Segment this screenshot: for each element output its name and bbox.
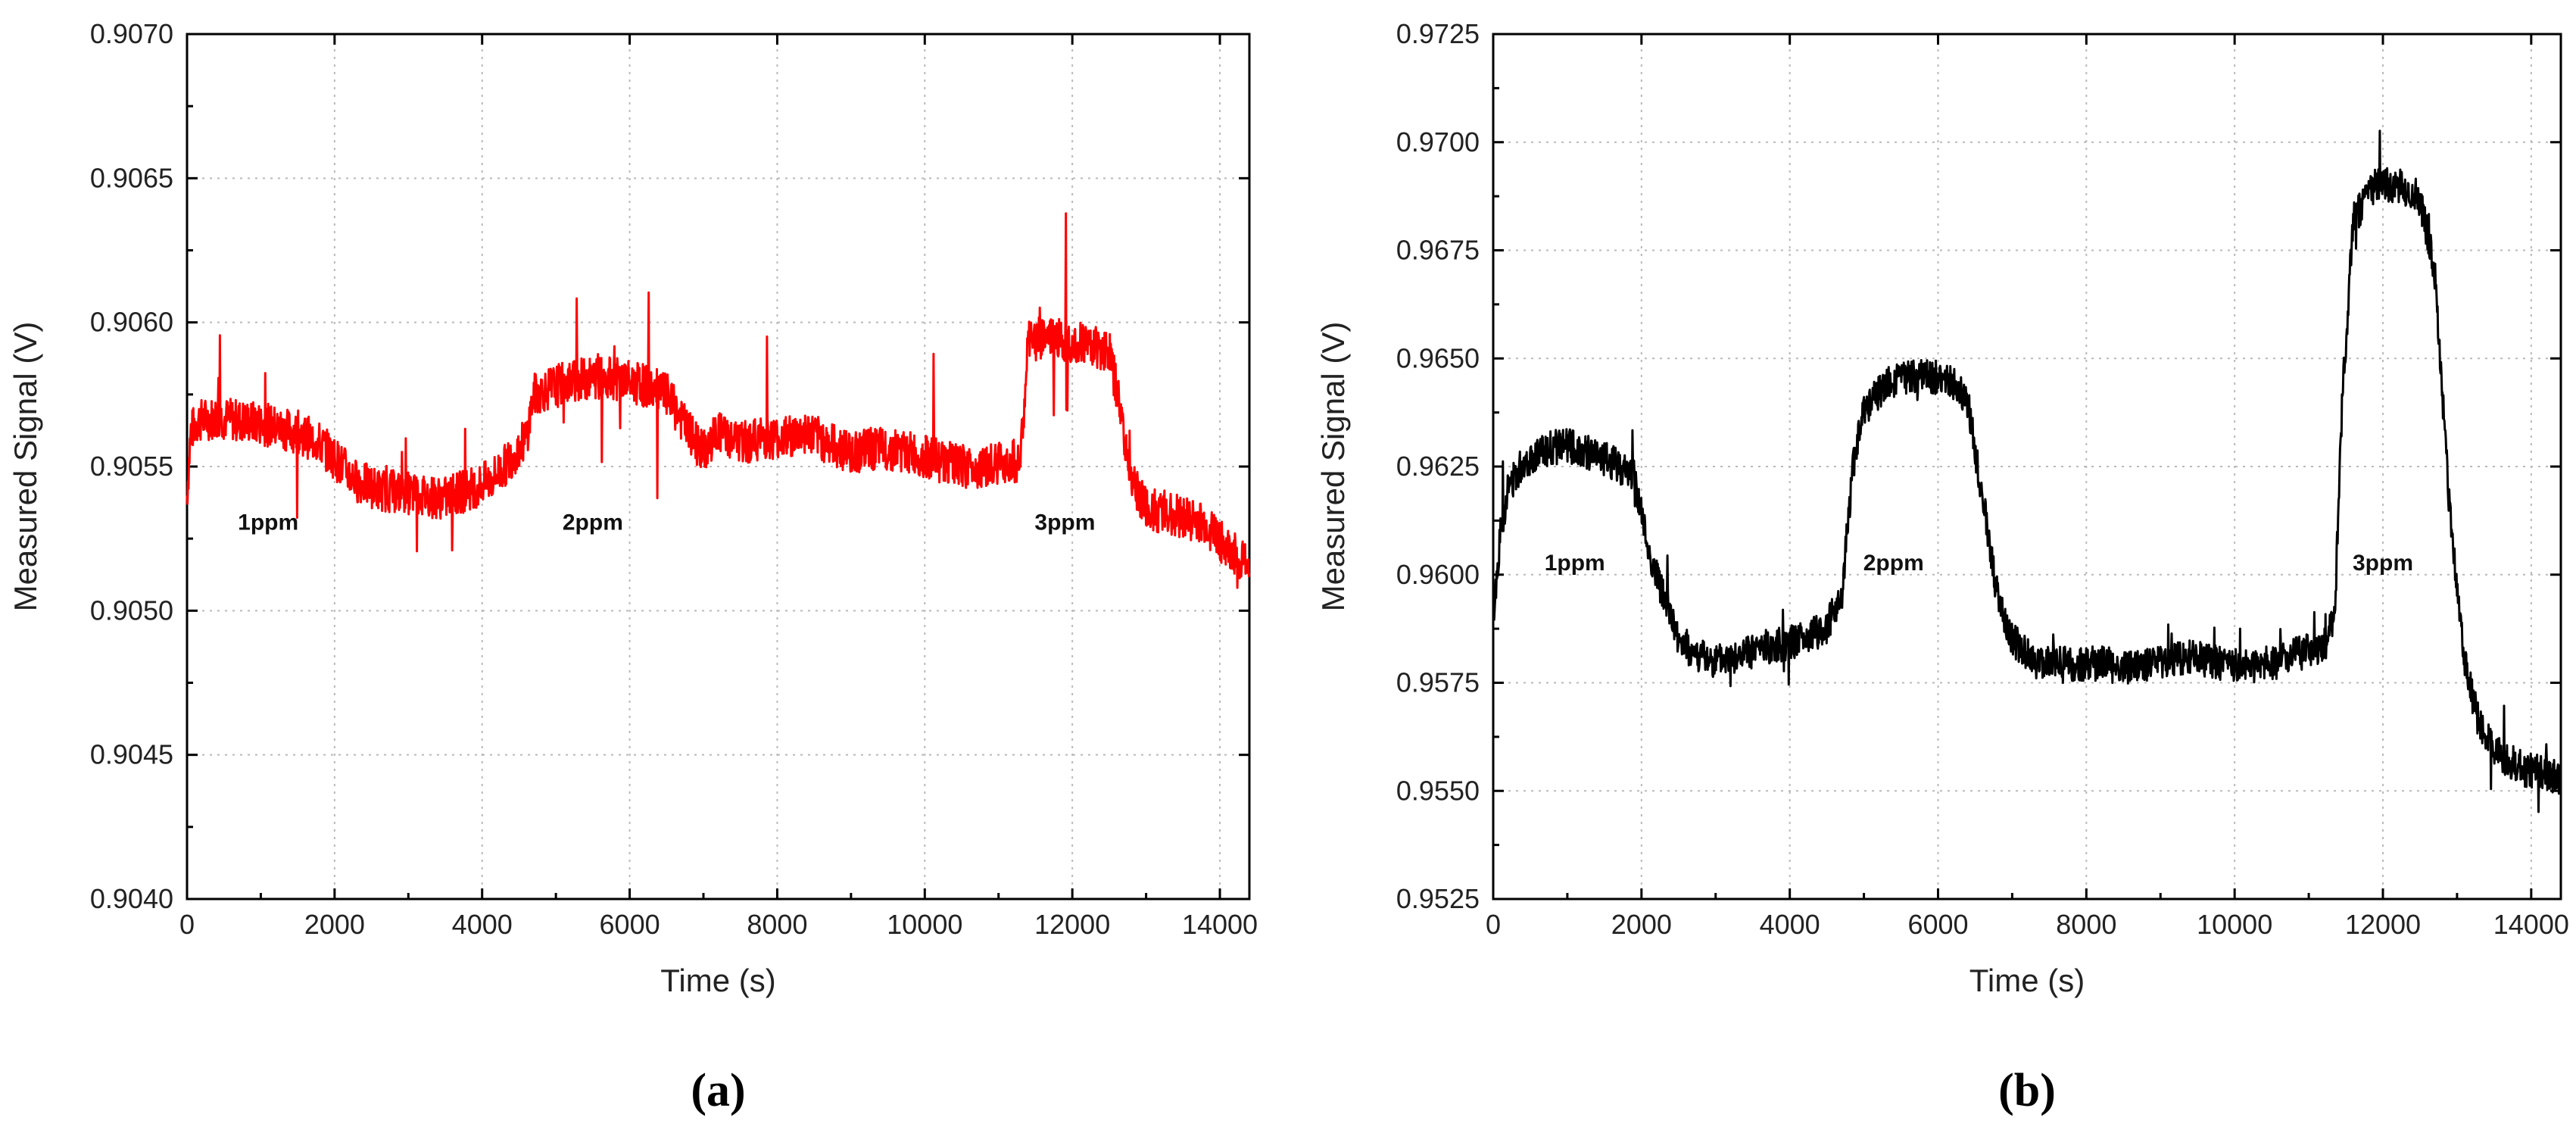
chart-a: 0 2000 4000 6000 8000 10000 12000 14000 0.9040 0.… bbox=[8, 18, 1258, 1116]
panel-label: (a) bbox=[691, 1065, 745, 1116]
x-tick-label: 10000 bbox=[2197, 909, 2272, 940]
chart-b: 0 2000 4000 6000 8000 10000 12000 14000 0.9525 0.… bbox=[1315, 18, 2569, 1116]
y-tick-label: 0.9065 bbox=[90, 162, 173, 193]
x-tick-label: 0 bbox=[1486, 909, 1501, 940]
x-tick-label: 4000 bbox=[1760, 909, 1820, 940]
x-tick-label: 6000 bbox=[1907, 909, 1968, 940]
y-tick-label: 0.9045 bbox=[90, 739, 173, 770]
grid-lines bbox=[1493, 34, 2561, 899]
x-tick-label: 10000 bbox=[887, 909, 962, 940]
concentration-annotation: 2ppm bbox=[563, 510, 623, 535]
y-tick-label: 0.9675 bbox=[1396, 235, 1480, 266]
y-tick-label: 0.9600 bbox=[1396, 559, 1480, 590]
x-tick-label: 14000 bbox=[1182, 909, 1258, 940]
x-tick-label: 8000 bbox=[747, 909, 807, 940]
x-tick-label: 4000 bbox=[452, 909, 513, 940]
series-line bbox=[1492, 130, 2562, 813]
x-axis-title: Time (s) bbox=[1969, 963, 2085, 998]
y-tick-label: 0.9575 bbox=[1396, 667, 1480, 698]
y-axis-title: Measured Signal (V) bbox=[1315, 322, 1351, 612]
concentration-annotation: 3ppm bbox=[2353, 551, 2413, 576]
series-line bbox=[186, 212, 1251, 589]
x-tick-label: 2000 bbox=[304, 909, 365, 940]
y-tick-label: 0.9700 bbox=[1396, 126, 1480, 158]
x-tick-label: 0 bbox=[179, 909, 195, 940]
y-tick-label: 0.9040 bbox=[90, 883, 173, 914]
x-tick-label: 6000 bbox=[600, 909, 660, 940]
concentration-annotation: 3ppm bbox=[1034, 510, 1095, 535]
x-tick-label: 8000 bbox=[2056, 909, 2116, 940]
panel-label: (b) bbox=[1998, 1065, 2056, 1116]
y-tick-label: 0.9055 bbox=[90, 451, 173, 482]
x-tick-label: 14000 bbox=[2493, 909, 2569, 940]
x-tick-label: 12000 bbox=[2345, 909, 2421, 940]
concentration-annotation: 1ppm bbox=[1545, 551, 1605, 576]
y-tick-label: 0.9650 bbox=[1396, 342, 1480, 373]
y-tick-label: 0.9625 bbox=[1396, 451, 1480, 482]
y-tick-label: 0.9725 bbox=[1396, 18, 1480, 49]
concentration-annotation: 1ppm bbox=[238, 510, 298, 535]
x-tick-label: 2000 bbox=[1611, 909, 1672, 940]
x-axis-title: Time (s) bbox=[660, 963, 775, 998]
y-tick-label: 0.9050 bbox=[90, 595, 173, 626]
y-tick-label: 0.9525 bbox=[1396, 883, 1480, 914]
y-tick-label: 0.9060 bbox=[90, 307, 173, 338]
concentration-annotation: 2ppm bbox=[1863, 551, 1924, 576]
y-tick-label: 0.9550 bbox=[1396, 775, 1480, 806]
y-tick-label: 0.9070 bbox=[90, 18, 173, 49]
y-axis-title: Measured Signal (V) bbox=[8, 322, 43, 612]
x-tick-label: 12000 bbox=[1034, 909, 1110, 940]
